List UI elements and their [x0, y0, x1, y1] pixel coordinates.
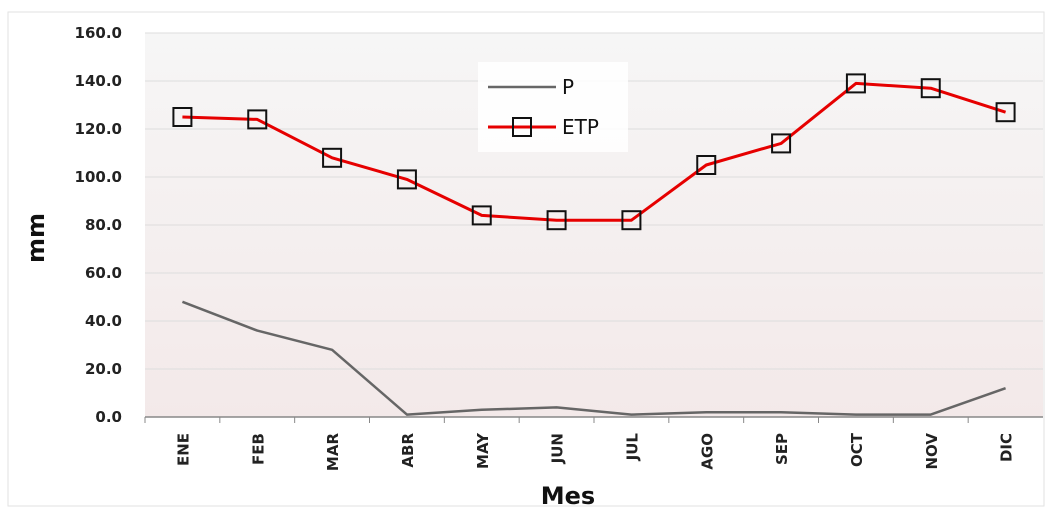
legend: P ETP — [478, 62, 628, 152]
y-axis-ticks: 0.0 20.0 40.0 60.0 80.0 100.0 120.0 140.0 160.0 — [75, 24, 122, 426]
data-point-etp — [247, 109, 268, 130]
x-axis-title: Mes — [541, 482, 595, 510]
data-point-etp — [546, 210, 567, 231]
y-tick-label: 140.0 — [75, 72, 122, 90]
y-tick-label: 0.0 — [95, 408, 122, 426]
series-p — [181, 300, 1006, 416]
x-tick-label: ABR — [399, 433, 417, 468]
x-tick-label: SEP — [773, 433, 791, 465]
data-point-etp — [995, 102, 1016, 123]
series-layer — [172, 73, 1016, 416]
data-point-etp — [771, 133, 792, 154]
data-point-etp — [172, 107, 193, 127]
x-tick-label: MAR — [324, 433, 342, 472]
legend-label-p: P — [562, 75, 574, 99]
legend-label-etp: ETP — [562, 115, 599, 139]
series-etp — [172, 73, 1016, 231]
x-tick-label: NOV — [923, 433, 941, 470]
data-point-etp — [396, 169, 417, 190]
y-axis-title: mm — [22, 213, 50, 263]
chart-frame — [7, 11, 1045, 507]
x-tick-label: OCT — [848, 432, 866, 467]
data-point-etp — [471, 205, 492, 226]
y-tick-label: 40.0 — [85, 312, 122, 330]
x-tick-label: DIC — [998, 433, 1016, 462]
y-tick-label: 80.0 — [85, 216, 122, 234]
series-line-etp — [182, 81, 1007, 222]
x-tick-label: JUL — [623, 433, 641, 462]
y-tick-label: 60.0 — [85, 264, 122, 282]
x-tick-label: MAY — [474, 432, 492, 469]
x-tick-label: FEB — [249, 433, 267, 465]
y-tick-label: 120.0 — [75, 120, 122, 138]
data-point-etp — [322, 147, 343, 168]
x-axis-ticks: ENE FEB MAR ABR MAY JUN JUL AGO SEP OCT NOV DIC — [144, 417, 1016, 472]
y-tick-label: 20.0 — [85, 360, 122, 378]
data-point-etp — [621, 210, 642, 231]
data-point-etp — [920, 78, 941, 99]
y-tick-label: 100.0 — [75, 168, 122, 186]
data-point-etp — [845, 73, 866, 94]
y-tick-label: 160.0 — [75, 24, 122, 42]
x-tick-label: JUN — [549, 433, 567, 464]
legend-marker-etp — [512, 117, 532, 137]
series-line-p — [181, 300, 1006, 416]
legend-box — [478, 62, 628, 152]
x-tick-label: AGO — [698, 433, 716, 470]
x-tick-label: ENE — [174, 433, 192, 466]
data-point-etp — [696, 155, 717, 175]
